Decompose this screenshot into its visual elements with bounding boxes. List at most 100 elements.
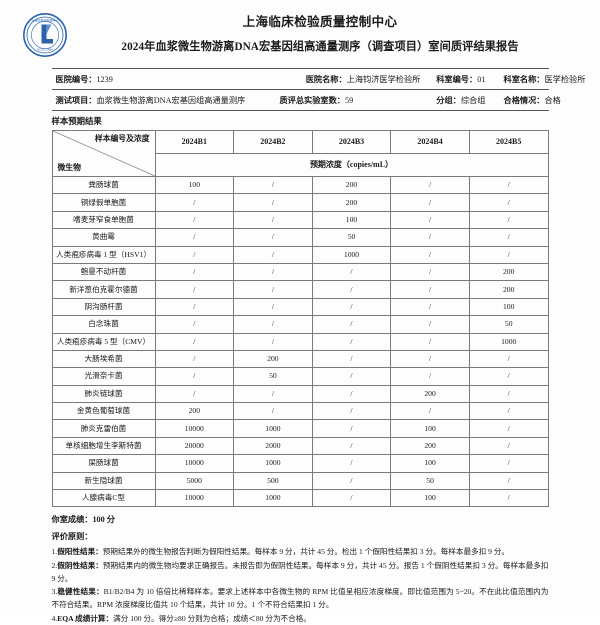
concentration-cell: / — [154, 245, 235, 264]
group-cell: 分组：综合组 — [436, 96, 486, 105]
concentration-cell: / — [154, 367, 235, 386]
svg-text:上海市临床检验中心: 上海市临床检验中心 — [31, 17, 59, 22]
table-row: 人类疱疹病毒 5 型（CMV） / / //1000 — [51, 332, 549, 351]
score-line: 你室成绩：100 分 — [52, 514, 549, 526]
microorganism-name-cell: 大肠埃希菌 — [51, 349, 156, 369]
concentration-cell: / — [311, 384, 392, 404]
concentration-cell: 10000 — [154, 419, 235, 438]
corner-top-label: 样本编号及浓度 — [94, 134, 150, 143]
concentration-cell: / — [468, 436, 549, 456]
table-row: 屎肠球菌 10000 1000/100/ — [51, 454, 549, 473]
concentration-cell: 200 — [390, 436, 470, 456]
microorganism-name-cell: 铜绿假单胞菌 — [51, 193, 156, 212]
concentration-cell: / — [233, 210, 313, 230]
lab-count-value: 59 — [344, 96, 354, 105]
group-value: 综合组 — [460, 96, 486, 105]
page-title: 上海临床检验质量控制中心 — [242, 15, 398, 29]
concentration-cell: 200 — [468, 262, 549, 282]
concentration-cell: / — [390, 228, 470, 247]
qualified-cell: 合格情况：合格 — [503, 96, 561, 105]
sample-id-header: 2024B5 — [468, 130, 549, 154]
concentration-cell: / — [154, 193, 235, 212]
section-title-expected-results: 样本预期结果 — [51, 117, 102, 126]
concentration-cell: 200 — [468, 280, 549, 299]
microorganism-name-cell: 屎肠球菌 — [51, 454, 156, 473]
concentration-cell: 1000 — [311, 245, 392, 264]
concentration-cell: 200 — [311, 193, 392, 212]
concentration-cell: / — [390, 367, 470, 386]
concentration-cell: 1000 — [233, 454, 313, 473]
concentration-cell: / — [154, 349, 235, 369]
criteria-note-term: 稳健性结果： — [57, 587, 104, 597]
table-row: 嗜麦芽窄食单胞菌 //100// — [51, 210, 549, 230]
concentration-cell: / — [233, 175, 313, 195]
concentration-cell: / — [468, 471, 549, 491]
concentration-cell: / — [468, 210, 549, 230]
concentration-cell: / — [311, 471, 392, 491]
microorganism-name-cell: 人类疱疹病毒 1 型（HSV1） — [51, 245, 156, 264]
table-row: 人类疱疹病毒 1 型（HSV1） //1000// — [51, 245, 549, 264]
concentration-cell: / — [468, 367, 549, 386]
microorganism-name-cell: 新生隐球菌 — [51, 471, 156, 491]
concentration-cell: / — [233, 402, 313, 421]
concentration-cell: 10000 — [154, 489, 235, 508]
meta-row-1: 医院编号：1239 医院名称：上海钧济医学检验所 科室编号：01 科室名称：医学… — [51, 68, 585, 89]
hospital-name-value: 上海钧济医学检验所 — [346, 75, 421, 84]
microorganism-name-cell: 嗜麦芽窄食单胞菌 — [51, 210, 156, 230]
concentration-cell: 20000 — [154, 436, 235, 456]
concentration-cell: 50 — [311, 228, 392, 247]
concentration-cell: / — [468, 402, 549, 421]
report-meta: 医院编号：1239 医院名称：上海钧济医学检验所 科室编号：01 科室名称：医学… — [51, 68, 585, 111]
concentration-cell: / — [154, 280, 235, 299]
concentration-cell: / — [390, 245, 470, 264]
concentration-cell: / — [233, 245, 313, 264]
table-row: 金黄色葡萄球菌 200// / / — [51, 402, 549, 421]
microorganism-name-cell: 单核细胞增生李斯特菌 — [51, 436, 156, 456]
concentration-cell: / — [390, 349, 470, 369]
concentration-cell: / — [233, 315, 313, 334]
table-row: 大肠埃希菌/200// / — [51, 349, 549, 369]
microorganism-name-cell: 肺炎克雷伯菌 — [51, 419, 156, 438]
table-row: 黄曲霉 //50// — [51, 228, 549, 247]
microorganism-name-cell: 新洋葱伯克霍尔德菌 — [51, 280, 156, 299]
expected-results-table-wrap: 样本编号及浓度 微生物 2024B1 2024B2 2024B3 2024B4 … — [51, 130, 549, 508]
concentration-cell: 200 — [390, 384, 470, 404]
corner-bottom-label: 微生物 — [57, 163, 81, 172]
table-row: 粪肠球菌 100/200// — [51, 175, 549, 195]
microorganism-name-cell: 金黄色葡萄球菌 — [51, 402, 156, 421]
criteria-note-index: 1. — [51, 547, 58, 557]
concentration-cell: / — [154, 297, 235, 317]
concentration-cell: / — [468, 419, 549, 438]
table-row: 新生隐球菌 5000 500/50/ — [51, 471, 549, 491]
concentration-cell: / — [311, 297, 392, 317]
table-row: 光滑奈卡菌/50// / — [51, 367, 549, 386]
score-value: 100 分 — [92, 515, 115, 525]
concentration-cell: 100 — [311, 210, 392, 230]
concentration-cell: 1000 — [468, 332, 549, 351]
microorganism-name-cell: 鲍曼不动杆菌 — [51, 262, 156, 282]
table-row: 肺炎链球菌 / //200/ — [51, 384, 549, 404]
concentration-cell: / — [154, 315, 235, 334]
concentration-cell: / — [311, 419, 392, 438]
concentration-cell: 100 — [468, 297, 549, 317]
table-header-row-2: 预期浓度（copies/mL） — [52, 153, 549, 177]
criteria-note-text: 满分 100 分。得分≥80 分则为合格；成绩＜80 分为不合格。 — [113, 613, 311, 623]
concentration-cell: / — [154, 332, 235, 351]
concentration-cell: 100 — [390, 419, 470, 438]
table-row: 白念珠菌 / / //50 — [51, 315, 549, 334]
microorganism-name-cell: 人类疱疹病毒 5 型（CMV） — [51, 332, 156, 351]
sample-id-header: 2024B1 — [154, 130, 235, 154]
corner-header-cell: 样本编号及浓度 微生物 — [51, 130, 156, 177]
dept-id-value: 01 — [477, 75, 486, 84]
concentration-header: 预期浓度（copies/mL） — [154, 153, 549, 177]
table-row: 阴沟肠杆菌 / / //100 — [51, 297, 549, 317]
concentration-cell: / — [468, 175, 549, 195]
concentration-cell: 200 — [154, 402, 235, 421]
concentration-cell: / — [311, 280, 392, 299]
concentration-cell: 1000 — [233, 489, 313, 508]
concentration-cell: / — [311, 454, 392, 473]
concentration-cell: / — [311, 489, 392, 508]
concentration-cell: 200 — [311, 175, 392, 195]
score-label: 你室成绩： — [51, 515, 93, 525]
concentration-cell: 50 — [233, 367, 313, 386]
